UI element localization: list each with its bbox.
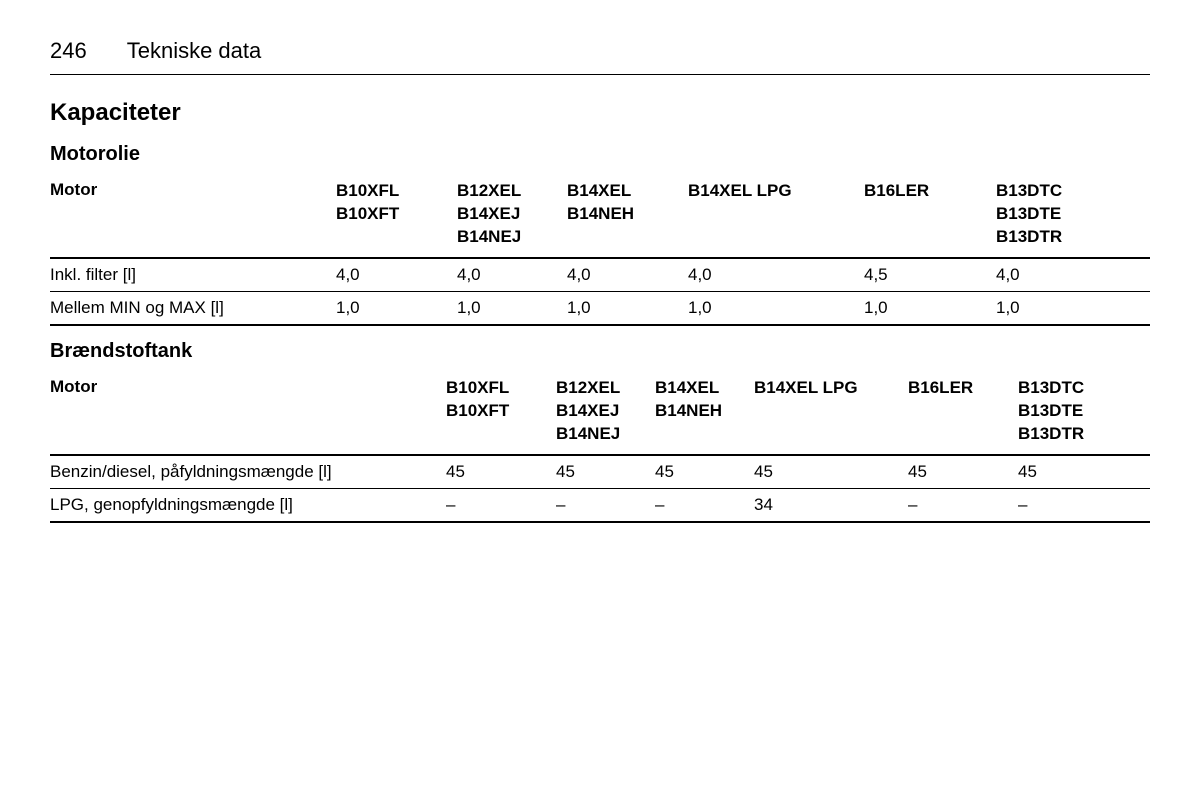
- cell: 4,5: [864, 258, 996, 292]
- subsection-braendstoftank: Brændstoftank: [50, 340, 1150, 363]
- cell: 1,0: [996, 291, 1150, 325]
- page-number: 246: [50, 38, 87, 64]
- cell: –: [556, 488, 655, 522]
- cell: 1,0: [688, 291, 864, 325]
- table-header: B14XELB14NEH: [567, 176, 688, 258]
- cell: –: [908, 488, 1018, 522]
- cell: 4,0: [457, 258, 567, 292]
- section-title: Kapaciteter: [50, 99, 1150, 127]
- cell: 45: [1018, 455, 1150, 489]
- cell: 45: [556, 455, 655, 489]
- table-header: B14XELB14NEH: [655, 373, 754, 455]
- table-row: Mellem MIN og MAX [l] 1,0 1,0 1,0 1,0 1,…: [50, 291, 1150, 325]
- cell: –: [655, 488, 754, 522]
- cell: 4,0: [567, 258, 688, 292]
- cell: 45: [908, 455, 1018, 489]
- row-label: Inkl. filter [l]: [50, 258, 336, 292]
- table-header: B12XELB14XEJB14NEJ: [457, 176, 567, 258]
- table-header: B10XFLB10XFT: [446, 373, 556, 455]
- table-header: B16LER: [864, 176, 996, 258]
- table-header: B14XEL LPG: [754, 373, 908, 455]
- table-header: B13DTCB13DTEB13DTR: [996, 176, 1150, 258]
- table-header: B16LER: [908, 373, 1018, 455]
- row-label: Mellem MIN og MAX [l]: [50, 291, 336, 325]
- cell: –: [1018, 488, 1150, 522]
- row-label: LPG, genopfyldningsmængde [l]: [50, 488, 446, 522]
- cell: 34: [754, 488, 908, 522]
- cell: 45: [754, 455, 908, 489]
- table-header: B12XELB14XEJB14NEJ: [556, 373, 655, 455]
- table-header: B13DTCB13DTEB13DTR: [1018, 373, 1150, 455]
- cell: 1,0: [864, 291, 996, 325]
- cell: 1,0: [567, 291, 688, 325]
- cell: 4,0: [688, 258, 864, 292]
- cell: 45: [446, 455, 556, 489]
- table-braendstoftank: Motor B10XFLB10XFT B12XELB14XEJB14NEJ B1…: [50, 373, 1150, 523]
- table-row: LPG, genopfyldningsmængde [l] – – – 34 –…: [50, 488, 1150, 522]
- row-label: Benzin/diesel, påfyldningsmængde [l]: [50, 455, 446, 489]
- page-header: 246 Tekniske data: [50, 38, 1150, 75]
- table-header: B14XEL LPG: [688, 176, 864, 258]
- cell: 4,0: [336, 258, 457, 292]
- cell: 4,0: [996, 258, 1150, 292]
- table-header-label: Motor: [50, 176, 336, 258]
- table-row: Benzin/diesel, påfyldningsmængde [l] 45 …: [50, 455, 1150, 489]
- cell: 45: [655, 455, 754, 489]
- cell: 1,0: [336, 291, 457, 325]
- page-title: Tekniske data: [127, 38, 262, 64]
- table-motorolie: Motor B10XFLB10XFT B12XELB14XEJB14NEJ B1…: [50, 176, 1150, 326]
- table-row: Inkl. filter [l] 4,0 4,0 4,0 4,0 4,5 4,0: [50, 258, 1150, 292]
- cell: 1,0: [457, 291, 567, 325]
- table-header-label: Motor: [50, 373, 446, 455]
- subsection-motorolie: Motorolie: [50, 143, 1150, 166]
- table-header: B10XFLB10XFT: [336, 176, 457, 258]
- cell: –: [446, 488, 556, 522]
